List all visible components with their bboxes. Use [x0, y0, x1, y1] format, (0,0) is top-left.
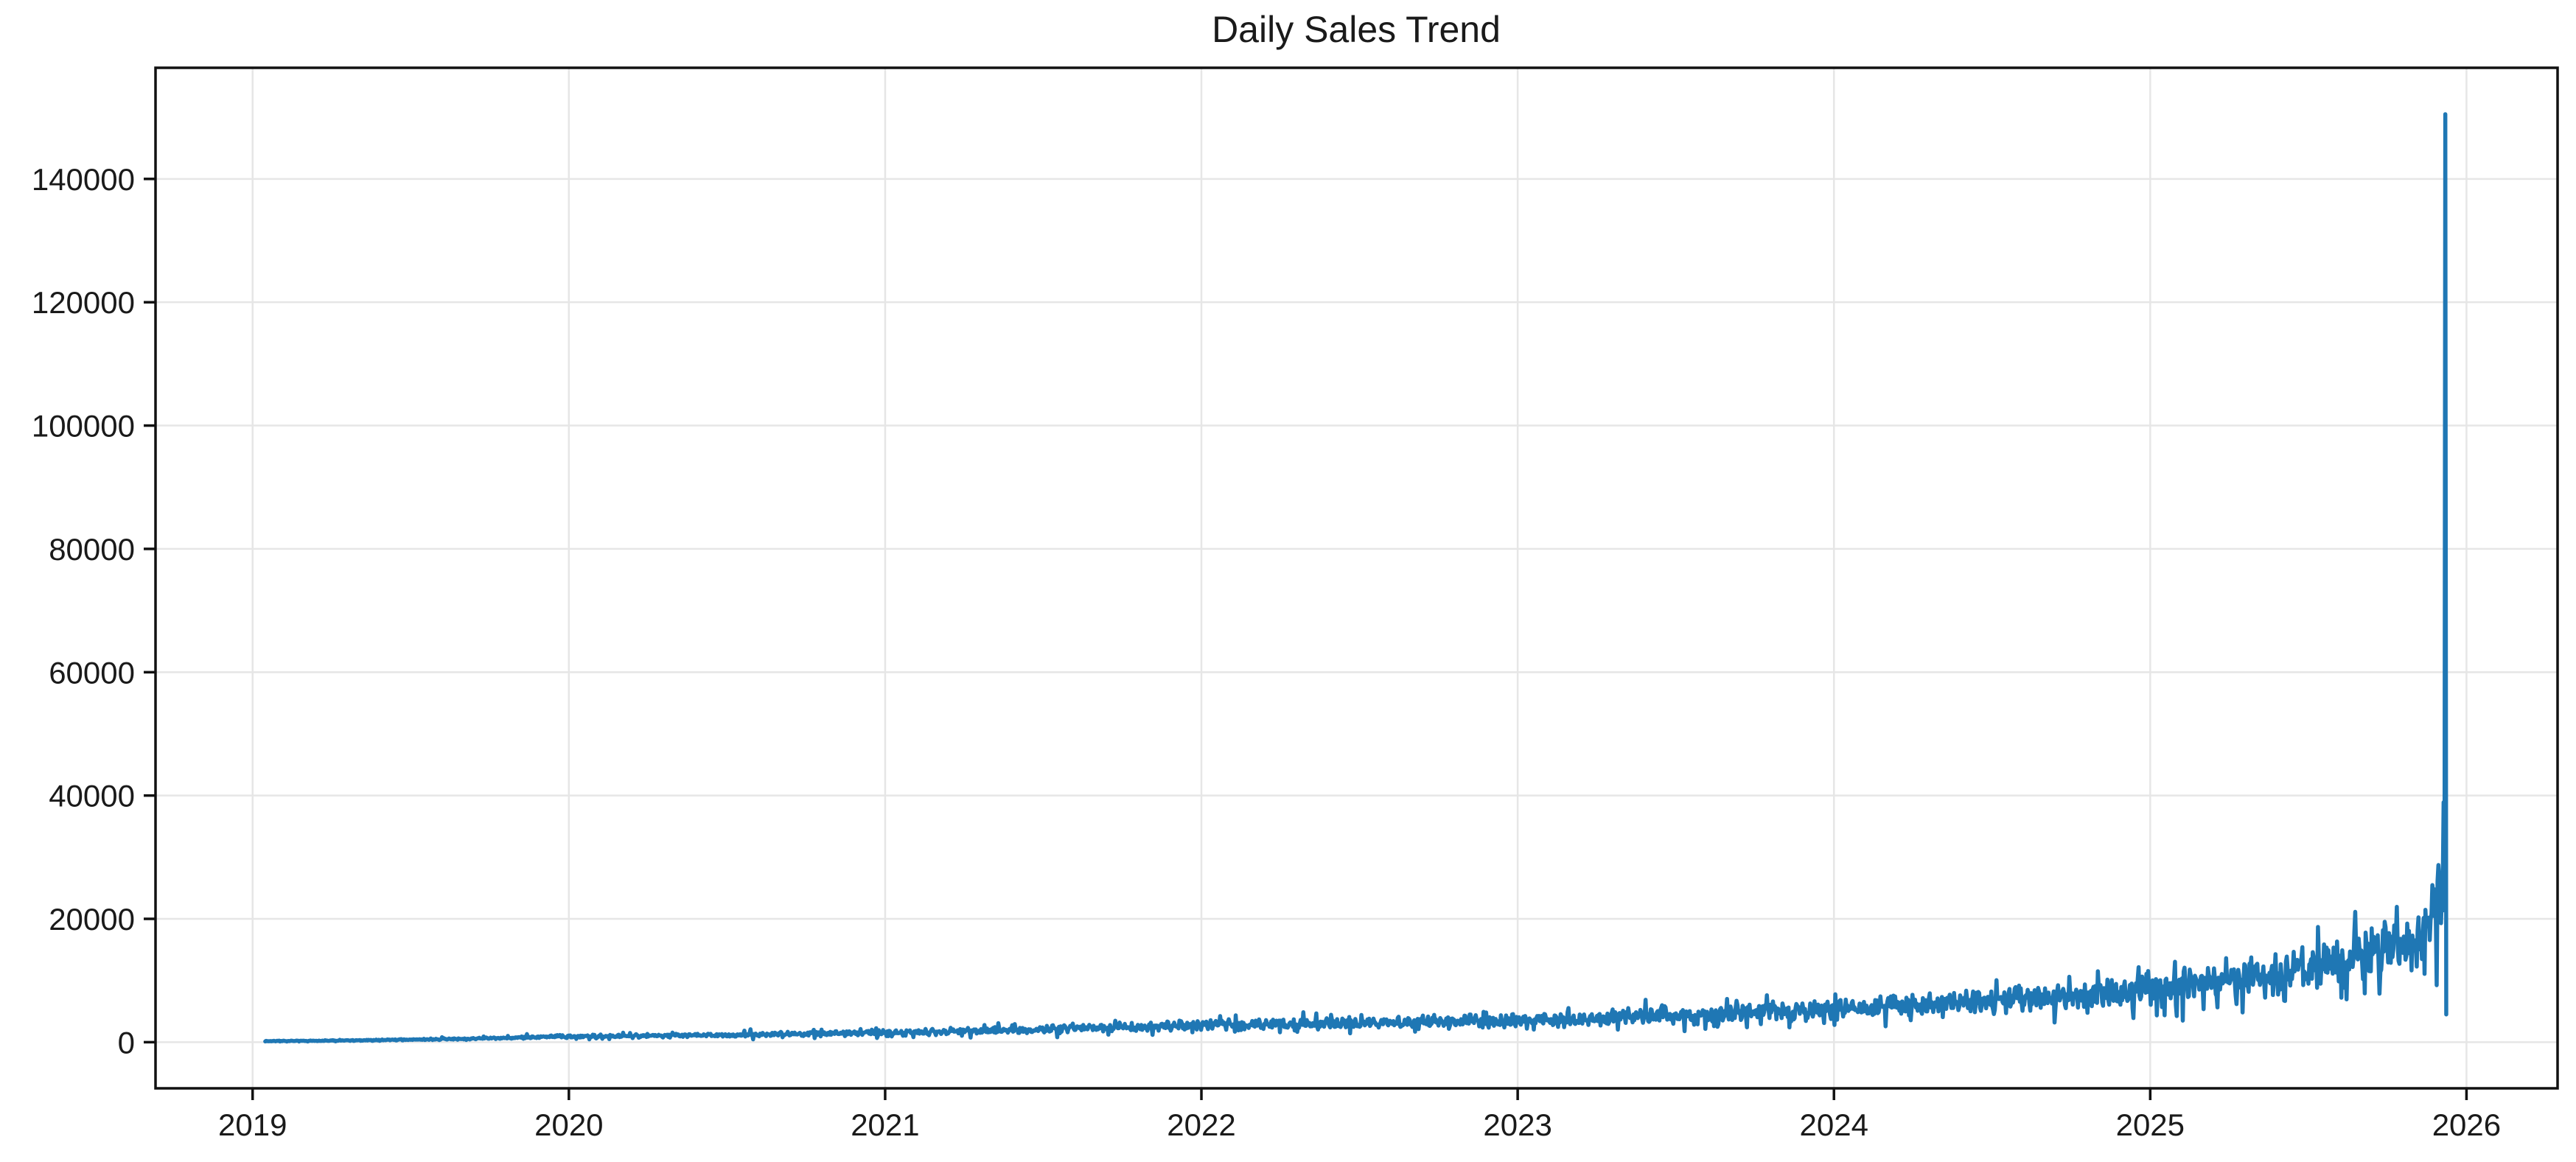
y-tick-label: 80000 [49, 532, 135, 567]
x-tick-label: 2022 [1167, 1107, 1235, 1142]
y-tick-label: 140000 [32, 162, 135, 197]
y-tick-label: 0 [118, 1025, 135, 1060]
x-tick-label: 2019 [218, 1107, 287, 1142]
grid-layer [156, 68, 2558, 1088]
tick-label-layer: 2019 2020 2021 2022 2023 2024 2025 2026 0 20000 40… [32, 162, 2501, 1142]
series-layer [263, 112, 2448, 1044]
y-tick-label: 20000 [49, 902, 135, 937]
x-tick-label: 2021 [851, 1107, 919, 1142]
chart-title: Daily Sales Trend [1212, 9, 1501, 50]
x-tick-label: 2024 [1800, 1107, 1868, 1142]
tick-layer [144, 178, 2468, 1100]
sales-line-series [263, 112, 2448, 1044]
x-tick-label: 2025 [2116, 1107, 2185, 1142]
plot-area-spines [154, 66, 2559, 1090]
x-tick-label: 2020 [534, 1107, 603, 1142]
y-tick-label: 120000 [32, 285, 135, 320]
y-tick-label: 40000 [49, 779, 135, 813]
x-tick-label: 2026 [2432, 1107, 2501, 1142]
x-tick-label: 2023 [1483, 1107, 1551, 1142]
y-tick-label: 100000 [32, 409, 135, 444]
y-tick-label: 60000 [49, 655, 135, 690]
